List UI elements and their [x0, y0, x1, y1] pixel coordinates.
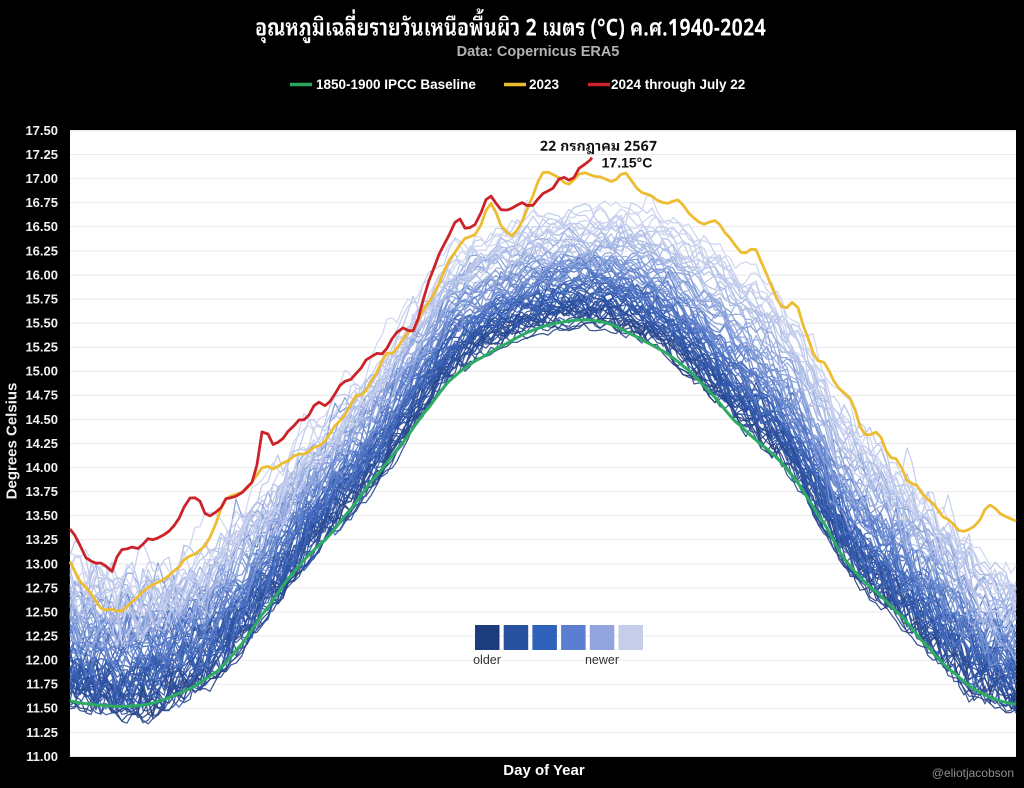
svg-text:16.75: 16.75: [25, 195, 58, 210]
svg-text:14.50: 14.50: [25, 412, 58, 427]
svg-text:17.25: 17.25: [25, 147, 58, 162]
svg-text:Data: Copernicus ERA5: Data: Copernicus ERA5: [457, 44, 620, 60]
svg-text:15.00: 15.00: [25, 364, 58, 379]
svg-text:14.00: 14.00: [25, 460, 58, 475]
svg-text:1850-1900 IPCC Baseline: 1850-1900 IPCC Baseline: [316, 77, 476, 92]
svg-text:13.75: 13.75: [25, 484, 58, 499]
svg-text:16.50: 16.50: [25, 219, 58, 234]
svg-text:Day of Year: Day of Year: [503, 762, 585, 779]
svg-text:14.25: 14.25: [25, 436, 58, 451]
svg-text:2024 through July 22: 2024 through July 22: [611, 77, 745, 92]
svg-text:15.50: 15.50: [25, 316, 58, 331]
svg-text:12.50: 12.50: [25, 604, 58, 619]
svg-text:12.00: 12.00: [25, 653, 58, 668]
svg-text:11.00: 11.00: [26, 749, 58, 764]
svg-text:17.15°C: 17.15°C: [602, 155, 653, 171]
svg-text:15.75: 15.75: [25, 291, 58, 306]
svg-text:17.50: 17.50: [25, 123, 58, 138]
svg-text:11.50: 11.50: [26, 701, 58, 716]
svg-text:16.25: 16.25: [25, 243, 58, 258]
svg-text:older: older: [473, 653, 501, 667]
svg-text:@eliotjacobson: @eliotjacobson: [932, 766, 1014, 780]
svg-text:Degrees Celsius: Degrees Celsius: [4, 383, 21, 500]
svg-text:newer: newer: [585, 653, 619, 667]
svg-text:11.25: 11.25: [26, 725, 58, 740]
svg-text:15.25: 15.25: [25, 340, 58, 355]
svg-text:16.00: 16.00: [25, 267, 58, 282]
svg-text:13.00: 13.00: [25, 556, 58, 571]
svg-text:14.75: 14.75: [25, 388, 58, 403]
svg-text:13.25: 13.25: [25, 532, 58, 547]
svg-text:17.00: 17.00: [25, 171, 58, 186]
svg-text:11.75: 11.75: [26, 677, 58, 692]
svg-text:12.75: 12.75: [25, 580, 58, 595]
svg-text:2023: 2023: [529, 77, 560, 92]
svg-text:13.50: 13.50: [25, 508, 58, 523]
svg-text:12.25: 12.25: [25, 629, 58, 644]
